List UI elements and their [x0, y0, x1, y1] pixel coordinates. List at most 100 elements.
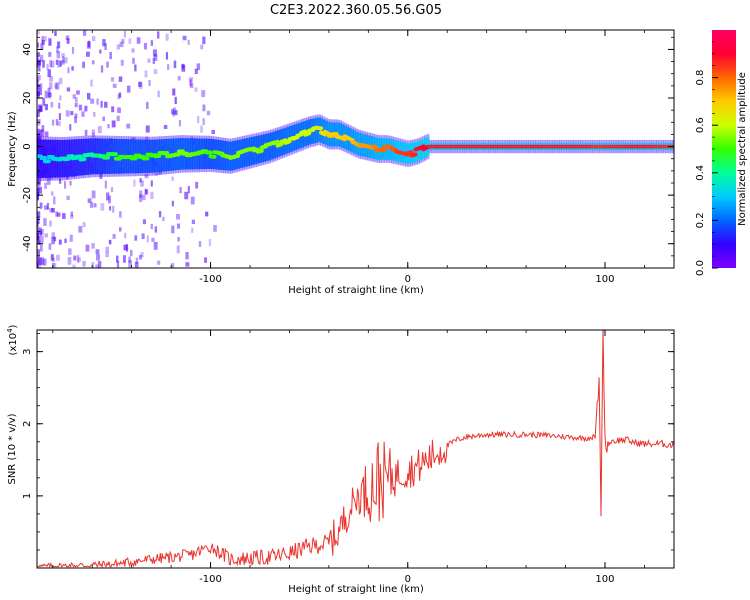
spectrogram-noise	[38, 129, 42, 137]
spectrogram-noise	[200, 125, 203, 133]
spectrogram-noise	[167, 64, 170, 71]
spectrogram-noise	[40, 257, 45, 265]
spectrogram-ridge-segment	[318, 130, 327, 137]
spectrogram-noise	[116, 260, 120, 268]
spectrogram-noise	[69, 234, 73, 242]
spectrogram-noise	[202, 118, 205, 126]
spectrogram-noise	[46, 63, 49, 70]
spectrogram-noise	[111, 120, 116, 128]
colorbar-tick-label: 0.4	[695, 165, 706, 181]
spectrogram-panel: -100 0 100 -40 -20 0 20 40 Height of straight l…	[7, 29, 675, 296]
spectrogram-band	[417, 141, 421, 162]
spectrogram-noise	[178, 119, 181, 127]
spectrogram-noise	[91, 129, 96, 135]
spectrogram-noise	[86, 51, 90, 57]
spectrogram-noise	[84, 105, 88, 112]
spectrogram-noise	[74, 113, 78, 118]
spectrogram-noise	[49, 39, 52, 46]
spectrogram-noise	[37, 78, 39, 85]
spectrogram-noise	[126, 85, 131, 93]
spectrogram-noise	[143, 42, 148, 50]
colorbar-tick-label: 0.8	[695, 70, 706, 86]
spectrogram-noise	[63, 57, 68, 64]
spectrogram-band	[45, 139, 49, 178]
spectrogram-noise	[48, 37, 52, 46]
spectrogram-noise	[68, 248, 72, 255]
spectrogram-noise	[70, 214, 74, 219]
spectrogram-noise	[37, 177, 41, 186]
spectrogram-noise	[197, 115, 200, 124]
spectrogram-noise	[108, 195, 111, 204]
spectrogram-noise	[47, 87, 51, 94]
spectrogram-noise	[37, 84, 41, 91]
spectrogram-noise	[37, 264, 39, 268]
spectrogram-band	[211, 139, 215, 170]
spectrogram-noise	[153, 241, 158, 250]
spectrogram-noise	[48, 243, 52, 250]
spectrogram-noise	[67, 67, 70, 74]
spectrogram-noise	[154, 171, 159, 176]
spectrogram-noise	[126, 123, 131, 129]
spectrogram-noise	[140, 180, 144, 187]
snr-ytick-label: 1	[22, 493, 33, 499]
snr-xlabel: Height of straight line (km)	[288, 584, 424, 595]
spectrogram-noise	[112, 233, 116, 239]
snr-axes: -100 0 100 1 2 3	[22, 330, 674, 585]
spectrogram-noise	[213, 225, 217, 232]
spectrogram-noise	[112, 83, 117, 88]
spectrogram-noise	[51, 236, 55, 245]
spectrogram-noise	[105, 251, 109, 258]
colorbar: 0.0 0.2 0.4 0.6 0.8 Normalized spectral ampl…	[695, 30, 748, 276]
spectrogram-band	[414, 141, 418, 162]
spectrogram-noise	[151, 237, 155, 242]
spectrogram-noise	[135, 257, 138, 264]
spectrogram-axes: -100 0 100 -40 -20 0 20 40	[22, 30, 674, 285]
spectrogram-noise	[152, 57, 155, 64]
spectrogram-noise	[117, 94, 120, 100]
spectrogram-noise	[142, 194, 146, 201]
spectrogram-noise	[145, 136, 149, 143]
spectrogram-noise	[90, 98, 95, 104]
spectrogram-band	[386, 138, 390, 160]
spectrogram-noise	[37, 77, 39, 82]
spectrogram-noise	[138, 81, 143, 89]
spectrogram-ridge-segment	[299, 129, 308, 135]
spectrogram-noise	[107, 123, 110, 129]
spectrogram-noise	[145, 125, 150, 133]
spectrogram-noise	[108, 206, 112, 211]
spectrogram-noise	[146, 101, 149, 110]
spectrogram-noise	[44, 205, 48, 210]
spectrogram-noise	[142, 219, 146, 225]
spectrogram-xlabel: Height of straight line (km)	[288, 285, 424, 296]
snr-xtick-label: -100	[199, 574, 222, 585]
spectrogram-noise	[191, 219, 196, 225]
spectrogram-noise	[104, 180, 107, 189]
spectrogram-noise	[51, 119, 55, 126]
spectrogram-noise	[171, 225, 175, 234]
spectrogram-noise	[41, 36, 44, 43]
spectrogram-noise	[72, 264, 76, 268]
spectrogram-noise	[185, 251, 189, 260]
snr-scale-close: )	[8, 324, 19, 328]
spectrogram-noise	[190, 196, 195, 205]
spectrogram-noise	[78, 226, 83, 233]
spectrogram-noise	[134, 261, 139, 268]
spectrogram-noise	[172, 111, 175, 117]
spectrogram-noise	[58, 77, 63, 85]
spectrogram-noise	[177, 76, 181, 81]
snr-xtick-label: 0	[405, 574, 411, 585]
spectrogram-noise	[112, 205, 115, 213]
spectrogram-noise	[72, 94, 76, 99]
spectrogram-noise	[42, 60, 45, 68]
spectrogram-ridge-segment	[255, 148, 264, 154]
spectrogram-noise	[128, 256, 131, 263]
spectrogram-noise	[95, 249, 100, 255]
spectrogram-noise	[177, 236, 180, 242]
spectrogram-noise	[44, 182, 47, 189]
spectrogram-band	[270, 132, 274, 160]
spectrogram-ridge-segment	[405, 150, 414, 156]
spectrogram-marks	[37, 30, 674, 268]
spectrogram-noise	[74, 102, 78, 108]
spectrogram-noise	[150, 191, 154, 200]
spectrogram-noise	[37, 195, 39, 201]
